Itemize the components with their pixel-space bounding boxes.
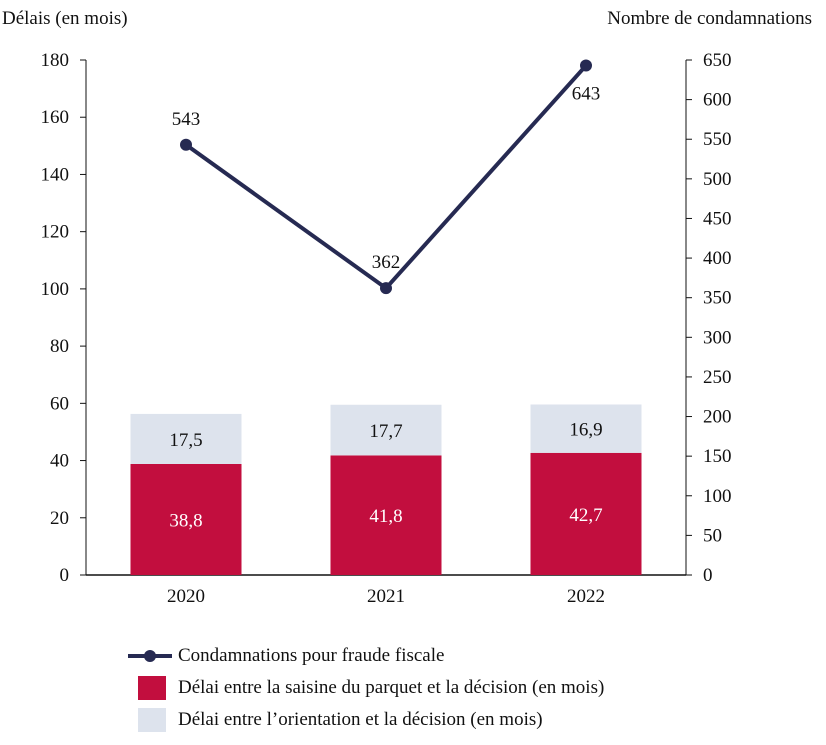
right-axis-title: Nombre de condamnations (607, 8, 812, 29)
line-point (580, 59, 592, 72)
bar-segment-saisine (130, 463, 242, 575)
legend-label: Condamnations pour fraude fiscale (178, 645, 445, 666)
right-tick-label: 400 (703, 248, 732, 269)
left-tick-label: 40 (50, 451, 69, 472)
left-tick-label: 0 (60, 565, 70, 586)
line-marker-icon (128, 650, 172, 662)
bar-segment-saisine (330, 455, 442, 575)
right-tick-label: 150 (703, 446, 732, 467)
right-tick-label: 100 (703, 486, 732, 507)
right-tick-label: 250 (703, 367, 732, 388)
chart: Délais (en mois) Nombre de condamnations… (2, 8, 812, 607)
bar-segment-orientation (530, 404, 642, 453)
line-point (180, 138, 192, 151)
right-tick-label: 350 (703, 288, 732, 309)
bar-data-label: 42,7 (569, 505, 602, 526)
left-tick-label: 100 (41, 279, 70, 300)
left-axis-title: Délais (en mois) (2, 8, 128, 29)
x-tick-label: 2020 (167, 586, 205, 607)
left-tick-label: 140 (41, 164, 70, 185)
right-tick-label: 50 (703, 525, 722, 546)
right-tick-label: 200 (703, 407, 732, 428)
left-tick-label: 20 (50, 508, 69, 529)
right-tick-label: 600 (703, 90, 732, 111)
line-data-label: 543 (172, 109, 201, 130)
right-tick-label: 450 (703, 208, 732, 229)
bar-data-label: 17,5 (169, 430, 202, 451)
legend-item-saisine: Délai entre la saisine du parquet et la … (128, 672, 604, 704)
swatch-icon (138, 708, 166, 732)
legend-label: Délai entre la saisine du parquet et la … (178, 677, 605, 698)
bar-segment-orientation (130, 413, 242, 464)
line-data-label: 643 (572, 84, 601, 105)
x-tick-label: 2022 (567, 586, 605, 607)
right-tick-label: 550 (703, 129, 732, 150)
legend-item-condamnations: Condamnations pour fraude fiscale (128, 640, 604, 672)
bar-segment-saisine (530, 452, 642, 575)
left-tick-label: 80 (50, 336, 69, 357)
left-tick-label: 160 (41, 107, 70, 128)
right-tick-label: 650 (703, 50, 732, 71)
legend-item-orientation: Délai entre l’orientation et la décision… (128, 704, 604, 736)
right-tick-label: 500 (703, 169, 732, 190)
right-tick-label: 300 (703, 327, 732, 348)
line-data-label: 362 (372, 252, 401, 273)
left-tick-label: 120 (41, 222, 70, 243)
bar-data-label: 16,9 (569, 420, 602, 441)
legend-label: Délai entre l’orientation et la décision… (178, 709, 543, 730)
bar-data-label: 41,8 (369, 506, 402, 527)
left-tick-label: 60 (50, 393, 69, 414)
bar-data-label: 17,7 (369, 421, 402, 442)
left-tick-label: 180 (41, 50, 70, 71)
right-tick-label: 0 (703, 565, 713, 586)
x-tick-label: 2021 (367, 586, 405, 607)
swatch-icon (138, 676, 166, 700)
bar-data-label: 38,8 (169, 510, 202, 531)
legend: Condamnations pour fraude fiscale Délai … (128, 640, 604, 736)
bar-segment-orientation (330, 404, 442, 456)
line-point (380, 282, 392, 295)
